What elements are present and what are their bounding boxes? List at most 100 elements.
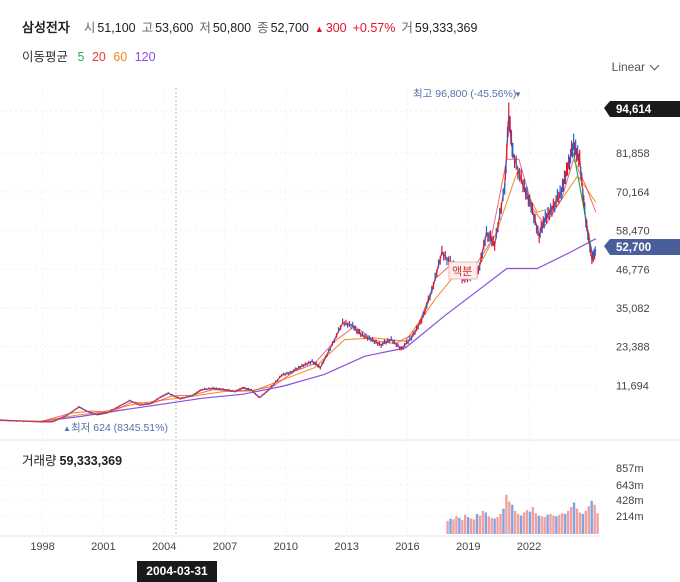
volume-bar [446,520,449,534]
up-triangle-icon: ▲ [314,24,324,34]
volume-bar [519,515,523,534]
price-axis: 81,858 70,164 58,470 46,776 35,082 23,388 11,6… [616,148,650,392]
volume-bar [528,511,532,534]
volume-tick-label: 214m [616,511,644,523]
close-label: 종 [257,21,269,35]
volume-bar [496,517,499,534]
volume-bar [466,517,470,534]
volume-tick-label: 857m [616,463,644,475]
volume-bar [552,515,555,534]
max-price-annotation: 최고 96,800 (-45.56%) [413,88,516,100]
volume-bar [505,494,508,534]
price-tick-label: 70,164 [616,187,650,199]
volume-bar [514,510,517,534]
moving-average-legend[interactable]: 이동평균 5 20 60 120 [22,46,160,65]
series-line-ma60 [0,171,597,422]
scale-dropdown[interactable]: Linear [611,60,660,74]
price-tick-label: 11,694 [616,380,649,392]
volume-bar [596,513,599,534]
time-tick-label: 2013 [334,541,358,553]
time-tick-label: 2019 [456,541,480,553]
volume-axis: 857m 643m 428m 214m [616,463,644,523]
volume-bar [461,520,464,534]
volume-bar [508,501,511,534]
price-tick-label: 46,776 [616,264,650,276]
volume-bar [502,508,505,534]
volume-bar [561,513,564,534]
volume-bar [549,513,552,534]
volume-bar [469,518,473,534]
volume-panel-label: 거래량 [22,454,57,468]
current-price-tag-text: 52,700 [616,242,651,254]
min-marker-icon: ▲ [63,424,71,433]
high-label: 고 [141,21,154,35]
volume-bar [578,512,582,534]
event-marker-box[interactable] [448,261,478,280]
volume-bar [572,502,576,534]
volume-bar [584,510,588,534]
time-tick-label: 2007 [213,541,237,553]
volume-bar [566,510,570,534]
volume-bar [464,514,467,534]
volume-bar [484,512,488,534]
time-axis: 1998 2001 2004 2007 2010 2013 2016 2019 2022 [30,541,541,553]
time-tick-label: 1998 [30,541,54,553]
volume-bar [575,508,579,534]
volume-bar [543,517,546,534]
close-value: 52,700 [270,21,309,35]
change-value: 300 [325,21,347,35]
high-value: 53,600 [155,21,194,35]
volume-bar [481,510,485,534]
ma-5-label: 5 [77,50,85,64]
volume-bar [472,519,476,534]
scale-label: Linear [611,60,645,74]
ma-60-label: 60 [113,50,128,64]
time-tick-label: 2001 [91,541,115,553]
volume-bar [490,517,493,534]
volume-bar [593,504,596,534]
volume-bars [446,494,599,534]
volume-panel-title: 거래량 59,333,369 [22,450,122,469]
volume-bar [516,513,520,534]
volume-bar [564,513,567,534]
volume-bar [558,514,561,534]
volume-bar [531,507,535,534]
volume-bar [581,513,585,534]
volume-tick-label: 643m [616,480,644,492]
change-percent: +0.57% [352,21,396,35]
volume-bar [487,516,490,534]
grid-lines [0,88,600,536]
top-price-tag [604,101,680,117]
volume-bar [449,518,452,534]
top-price-tag-text: 94,614 [616,104,652,116]
volume-bar [511,504,514,534]
low-label: 저 [199,21,211,35]
low-value: 50,800 [212,21,252,35]
volume-bar [534,513,538,534]
volume-bar [569,507,573,534]
volume-bar [458,517,461,534]
crosshair-date-tag: 2004-03-31 [137,561,217,582]
volume-bar [590,500,593,534]
volume-bar [452,519,455,534]
price-tick-label: 23,388 [616,342,650,354]
series-line-ma120 [0,238,597,423]
volume-bar [537,515,540,534]
volume-bar [555,516,558,534]
time-tick-label: 2016 [395,541,419,553]
ma-120-label: 120 [134,50,156,64]
price-tick-label: 58,470 [616,226,650,238]
event-marker-label: 액분 [452,265,472,278]
price-tick-label: 81,858 [616,148,650,160]
time-tick-label: 2010 [274,541,298,553]
volume-bar [455,516,458,534]
time-tick-label: 2004 [152,541,176,553]
stock-name: 삼성전자 [22,20,70,35]
open-label: 시 [83,21,96,35]
volume-panel-value: 59,333,369 [59,454,123,468]
max-marker-icon: ▼ [514,90,522,99]
volume-bar [478,515,482,534]
volume-bar [522,512,526,534]
volume-tick-label: 428m [616,495,644,507]
